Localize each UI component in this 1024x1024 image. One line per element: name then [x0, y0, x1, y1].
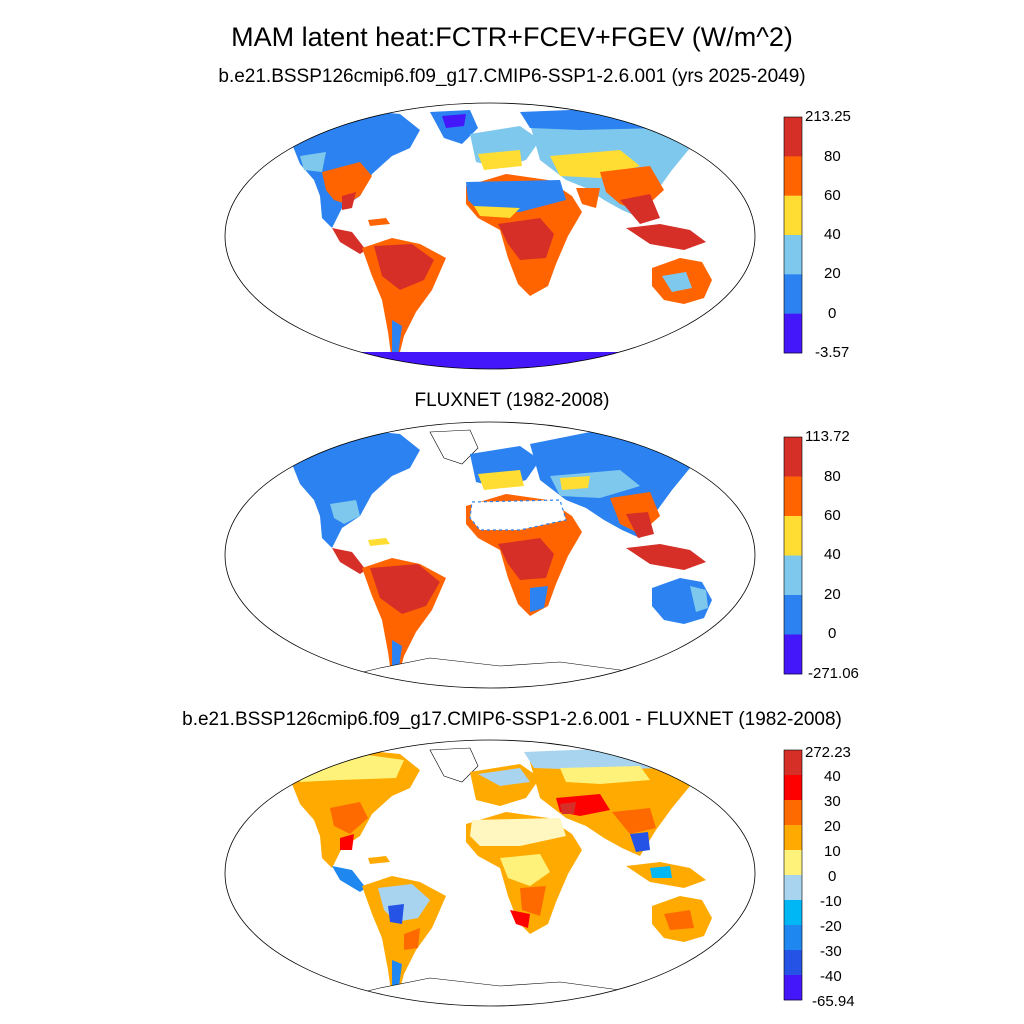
panel-1-title: b.e21.BSSP126cmip6.f09_g17.CMIP6-SSP1-2.… — [218, 66, 806, 87]
panel-3-title: b.e21.BSSP126cmip6.f09_g17.CMIP6-SSP1-2.… — [182, 709, 842, 730]
panel-2-title: FLUXNET (1982-2008) — [414, 390, 610, 411]
colorbar-3-label: -10 — [820, 893, 842, 910]
colorbar-swatch — [784, 595, 802, 635]
colorbar-swatch — [784, 117, 802, 157]
colorbar-swatch — [784, 975, 802, 1001]
colorbar-frame — [783, 749, 803, 1001]
colorbar-3-label: -20 — [820, 918, 842, 935]
colorbar-1-label: 60 — [824, 187, 841, 204]
colorbar-2-label: 113.72 — [805, 428, 850, 445]
panel-3-map — [224, 739, 803, 1007]
colorbar-swatch — [784, 750, 802, 776]
colorbar-2-label: 40 — [824, 546, 841, 563]
colorbar-swatch — [784, 516, 802, 556]
colorbar-swatch — [784, 476, 802, 517]
colorbar-1-label: 20 — [824, 265, 841, 282]
panel-2-map — [224, 421, 803, 689]
colorbar-3-label: -30 — [820, 943, 842, 960]
colorbar-swatch — [784, 274, 802, 314]
colorbar-1-label: 80 — [824, 148, 841, 165]
colorbar-swatch — [784, 775, 802, 801]
colorbar-swatch — [784, 900, 802, 926]
colorbar-swatch — [784, 950, 802, 976]
colorbar-2-label: 20 — [824, 586, 841, 603]
panel-1-map — [224, 102, 803, 370]
panel-3-colorbar — [783, 749, 803, 1001]
figure-title: MAM latent heat:FCTR+FCEV+FGEV (W/m^2) — [231, 22, 793, 52]
colorbar-2-label: -271.06 — [808, 665, 859, 682]
colorbar-frame — [783, 116, 803, 354]
colorbar-swatch — [784, 634, 802, 675]
colorbar-swatch — [784, 235, 802, 275]
colorbar-swatch — [784, 875, 802, 901]
colorbar-2-label: 0 — [828, 625, 837, 642]
colorbar-3-label: 20 — [824, 818, 841, 835]
colorbar-swatch — [784, 437, 802, 477]
colorbar-1-label: -3.57 — [815, 344, 850, 361]
panel-1-colorbar — [783, 116, 803, 354]
colorbar-swatch — [784, 555, 802, 596]
colorbar-3-label: -65.94 — [812, 993, 855, 1010]
colorbar-swatch — [784, 195, 802, 236]
colorbar-swatch — [784, 825, 802, 851]
colorbar-swatch — [784, 313, 802, 354]
colorbar-swatch — [784, 925, 802, 951]
colorbar-3-label: 40 — [824, 768, 841, 785]
colorbar-2-label: 60 — [824, 507, 841, 524]
colorbar-1-label: 213.25 — [805, 108, 851, 125]
colorbar-2-label: 80 — [824, 468, 841, 485]
colorbar-1-label: 0 — [828, 305, 837, 322]
colorbar-1-label: 40 — [824, 226, 841, 243]
colorbar-swatch — [784, 800, 802, 826]
colorbar-3-label: -40 — [820, 968, 842, 985]
panel-2-colorbar — [783, 436, 803, 675]
colorbar-frame — [783, 436, 803, 675]
colorbar-swatch — [784, 850, 802, 876]
colorbar-3-label: 272.23 — [805, 744, 851, 761]
colorbar-swatch — [784, 156, 802, 196]
colorbar-3-label: 0 — [828, 868, 837, 885]
colorbar-3-label: 30 — [824, 793, 841, 810]
colorbar-3-label: 10 — [824, 843, 841, 860]
